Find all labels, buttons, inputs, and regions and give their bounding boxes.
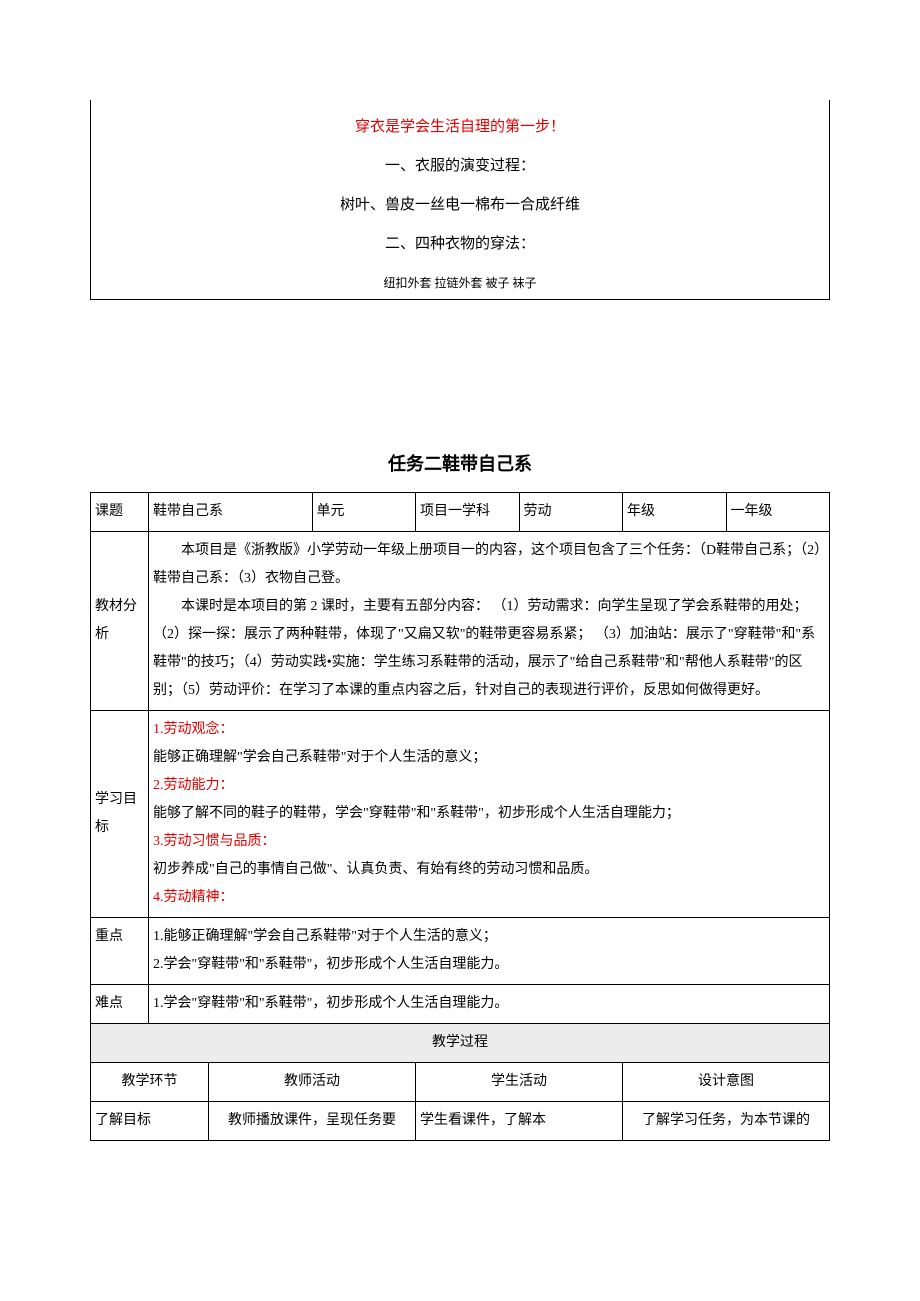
col-teacher: 教师活动 bbox=[209, 1063, 416, 1102]
process-row-1: 了解目标 教师播放课件，呈现任务要 学生看课件，了解本 了解学习任务，为本节课的 bbox=[91, 1102, 830, 1141]
difficulty-l1: 1.学会"穿鞋带"和"系鞋带"，初步形成个人生活自理能力。 bbox=[153, 990, 825, 1018]
objectives-label: 学习目标 bbox=[91, 711, 149, 918]
obj-h2: 2.劳动能力： bbox=[153, 772, 825, 800]
col-stage: 教学环节 bbox=[91, 1063, 209, 1102]
p1-student: 学生看课件，了解本 bbox=[416, 1102, 623, 1141]
highlight-line: 穿衣是学会生活自理的第一步！ bbox=[103, 108, 817, 147]
evolution-heading: 一、衣服的演变过程： bbox=[103, 147, 817, 186]
obj-t3: 初步养成"自己的事情自己做"、认真负责、有始有终的劳动习惯和品质。 bbox=[153, 856, 825, 884]
material-content: 本项目是《浙教版》小学劳动一年级上册项目一的内容，这个项目包含了三个任务：（D鞋… bbox=[149, 532, 830, 711]
p1-stage: 了解目标 bbox=[91, 1102, 209, 1141]
process-subheader-row: 教学环节 教师活动 学生活动 设计意图 bbox=[91, 1063, 830, 1102]
focus-l2: 2.学会"穿鞋带"和"系鞋带"，初步形成个人生活自理能力。 bbox=[153, 951, 825, 979]
top-summary-box: 穿衣是学会生活自理的第一步！ 一、衣服的演变过程： 树叶、兽皮一丝电一棉布一合成… bbox=[90, 100, 830, 300]
topic-label: 课题 bbox=[91, 493, 149, 532]
unit-value: 项目一 bbox=[420, 504, 462, 519]
page: 穿衣是学会生活自理的第一步！ 一、衣服的演变过程： 树叶、兽皮一丝电一棉布一合成… bbox=[0, 0, 920, 1201]
methods-heading: 二、四种衣物的穿法： bbox=[103, 225, 817, 264]
lesson-plan-table: 课题 鞋带自己系 单元 项目一学科 劳动 年级 一年级 教材分析 bbox=[90, 492, 830, 1141]
obj-h4: 4.劳动精神： bbox=[153, 884, 825, 912]
difficulty-label: 难点 bbox=[91, 985, 149, 1024]
obj-h3: 3.劳动习惯与品质： bbox=[153, 828, 825, 856]
objectives-row: 学习目标 1.劳动观念： 能够正确理解"学会自己系鞋带"对于个人生活的意义； 2… bbox=[91, 711, 830, 918]
difficulty-row: 难点 1.学会"穿鞋带"和"系鞋带"，初步形成个人生活自理能力。 bbox=[91, 985, 830, 1024]
focus-l1: 1.能够正确理解"学会自己系鞋带"对于个人生活的意义； bbox=[153, 923, 825, 951]
section-title: 任务二鞋带自己系 bbox=[90, 450, 830, 476]
subject-value: 劳动 bbox=[524, 504, 552, 519]
grade-label: 年级 bbox=[627, 504, 655, 519]
p1-teacher: 教师播放课件，呈现任务要 bbox=[209, 1102, 416, 1141]
obj-t1: 能够正确理解"学会自己系鞋带"对于个人生活的意义； bbox=[153, 744, 825, 772]
grade-value: 一年级 bbox=[731, 504, 773, 519]
focus-row: 重点 1.能够正确理解"学会自己系鞋带"对于个人生活的意义； 2.学会"穿鞋带"… bbox=[91, 918, 830, 985]
focus-content: 1.能够正确理解"学会自己系鞋带"对于个人生活的意义； 2.学会"穿鞋带"和"系… bbox=[149, 918, 830, 985]
p1-intent: 了解学习任务，为本节课的 bbox=[623, 1102, 830, 1141]
obj-t2: 能够了解不同的鞋子的鞋带，学会"穿鞋带"和"系鞋带"，初步形成个人生活自理能力； bbox=[153, 800, 825, 828]
material-p2: 本课时是本项目的第 2 课时，主要有五部分内容： （1）劳动需求：向学生呈现了学… bbox=[153, 593, 825, 705]
material-label: 教材分析 bbox=[91, 532, 149, 711]
col-student: 学生活动 bbox=[416, 1063, 623, 1102]
header-row: 课题 鞋带自己系 单元 项目一学科 劳动 年级 一年级 bbox=[91, 493, 830, 532]
material-analysis-row: 教材分析 本项目是《浙教版》小学劳动一年级上册项目一的内容，这个项目包含了三个任… bbox=[91, 532, 830, 711]
process-header-row: 教学过程 bbox=[91, 1024, 830, 1063]
obj-h1: 1.劳动观念： bbox=[153, 716, 825, 744]
evolution-content: 树叶、兽皮一丝电一棉布一合成纤维 bbox=[103, 186, 817, 225]
col-intent: 设计意图 bbox=[623, 1063, 830, 1102]
focus-label: 重点 bbox=[91, 918, 149, 985]
unit-label: 单元 bbox=[317, 504, 345, 519]
objectives-content: 1.劳动观念： 能够正确理解"学会自己系鞋带"对于个人生活的意义； 2.劳动能力… bbox=[149, 711, 830, 918]
methods-partial-line: 纽扣外套 拉链外套 被子 袜子 bbox=[103, 268, 817, 299]
subject-label: 学科 bbox=[462, 504, 490, 519]
material-p1: 本项目是《浙教版》小学劳动一年级上册项目一的内容，这个项目包含了三个任务：（D鞋… bbox=[153, 537, 825, 593]
process-header: 教学过程 bbox=[91, 1024, 830, 1063]
topic-value: 鞋带自己系 bbox=[153, 504, 223, 519]
difficulty-content: 1.学会"穿鞋带"和"系鞋带"，初步形成个人生活自理能力。 bbox=[149, 985, 830, 1024]
